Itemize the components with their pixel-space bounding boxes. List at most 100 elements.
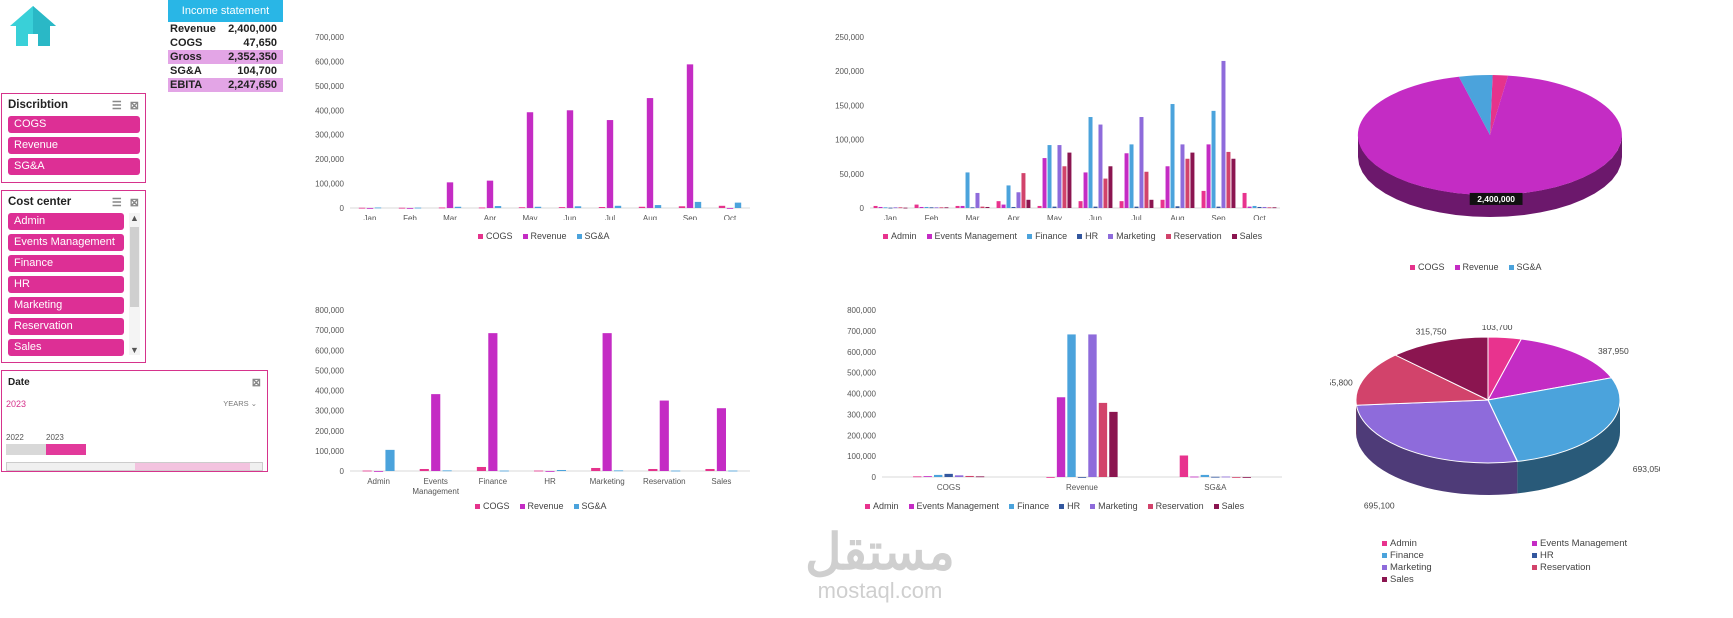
legend-item: Admin xyxy=(883,231,917,241)
x-tick-label: Revenue xyxy=(1066,483,1099,492)
x-tick-label: Jul xyxy=(1131,214,1141,220)
income-row-label: SG&A xyxy=(170,65,202,77)
bar xyxy=(893,207,898,209)
legend-label: Events Management xyxy=(916,501,1000,511)
timeline-year-label: 2023 xyxy=(46,433,64,442)
legend-swatch xyxy=(1231,233,1237,239)
x-tick-label: Apr xyxy=(484,214,497,220)
multi-select-icon[interactable]: ☰ xyxy=(111,196,122,209)
timeline-year-2023[interactable] xyxy=(46,444,86,455)
bar xyxy=(1057,145,1062,208)
bar xyxy=(1200,474,1210,477)
bar xyxy=(1242,192,1247,208)
x-tick-label: Reservation xyxy=(643,477,686,486)
legend-item: Events Management xyxy=(1532,538,1682,549)
bar xyxy=(873,205,878,208)
legend-label: HR xyxy=(1085,231,1099,241)
bar xyxy=(374,207,382,209)
bar xyxy=(1179,455,1189,477)
bar xyxy=(446,182,454,208)
scroll-up-icon[interactable]: ▲ xyxy=(130,213,139,223)
legend-item: Reservation xyxy=(1165,231,1222,241)
clear-filter-icon[interactable]: ⊠ xyxy=(129,196,139,209)
income-row: Gross 2,352,350 xyxy=(168,50,283,64)
y-tick-label: 150,000 xyxy=(835,101,864,110)
bar xyxy=(406,208,414,209)
bar xyxy=(366,208,374,209)
bar xyxy=(431,394,441,471)
slicer-item[interactable]: SG&A xyxy=(8,158,140,175)
legend-swatch xyxy=(1454,264,1460,270)
timeline-year-2022[interactable] xyxy=(6,444,46,455)
data-label: 103,700 xyxy=(1482,325,1513,332)
bar xyxy=(476,466,486,471)
x-tick-label: Jan xyxy=(364,214,377,220)
slicer-item[interactable]: COGS xyxy=(8,116,140,133)
slicer-item[interactable]: Events Management xyxy=(8,234,124,251)
bar xyxy=(1134,206,1139,208)
clear-filter-icon[interactable]: ⊠ xyxy=(251,376,261,389)
bar xyxy=(1103,178,1108,208)
slicer-item[interactable]: HR xyxy=(8,276,124,293)
timeline-scroll-thumb[interactable] xyxy=(135,463,250,470)
income-row-value: 2,400,000 xyxy=(228,23,277,35)
bar xyxy=(638,206,646,208)
bar xyxy=(1077,477,1087,478)
bar xyxy=(614,205,622,208)
slicer-item[interactable]: Finance xyxy=(8,255,124,272)
legend-item: Sales xyxy=(1382,574,1532,585)
legend-label: Admin xyxy=(873,501,899,511)
y-tick-label: 600,000 xyxy=(315,57,344,66)
slicer-item[interactable]: Marketing xyxy=(8,297,124,314)
slicer-item[interactable]: Sales xyxy=(8,339,124,356)
legend-swatch xyxy=(1090,503,1096,509)
home-icon[interactable] xyxy=(8,4,58,48)
legend-swatch xyxy=(926,233,932,239)
x-tick-label: May xyxy=(522,214,537,220)
multi-select-icon[interactable]: ☰ xyxy=(111,99,122,112)
slicer-item[interactable]: Revenue xyxy=(8,137,140,154)
legend-item: HR xyxy=(1059,501,1080,511)
x-tick-label: May xyxy=(1047,214,1062,220)
y-tick-label: 0 xyxy=(872,473,877,482)
pie-slice-side xyxy=(1356,405,1518,495)
bar xyxy=(1226,151,1231,208)
x-tick-label: Aug xyxy=(1170,214,1184,220)
bar xyxy=(903,207,908,209)
x-tick-label: Sep xyxy=(1211,214,1226,220)
bar xyxy=(1016,192,1021,208)
bar xyxy=(914,204,919,208)
bar xyxy=(1144,171,1149,208)
legend-item: Revenue xyxy=(1454,262,1499,272)
slicer-item[interactable]: Admin xyxy=(8,213,124,230)
income-row-label: EBITA xyxy=(170,79,203,91)
bar xyxy=(1067,152,1072,208)
clear-filter-icon[interactable]: ⊠ xyxy=(129,99,139,112)
y-tick-label: 400,000 xyxy=(315,106,344,115)
slicer-scrollbar[interactable]: ▲ ▼ xyxy=(129,213,140,355)
legend-item: Events Management xyxy=(926,231,1017,241)
scroll-thumb[interactable] xyxy=(130,227,139,307)
bar xyxy=(1108,166,1113,208)
x-tick-label: Oct xyxy=(1253,214,1266,220)
bar xyxy=(1001,204,1006,208)
bar xyxy=(1042,158,1047,208)
timeline-scrollbar[interactable] xyxy=(6,462,263,471)
x-tick-label: Apr xyxy=(1007,214,1020,220)
bar xyxy=(454,206,462,208)
bar xyxy=(526,112,534,208)
timeline-level-dropdown[interactable]: YEARS ⌄ xyxy=(223,399,257,408)
legend-item: Revenue xyxy=(522,231,567,241)
legend-label: COGS xyxy=(1418,262,1445,272)
data-label: 2,400,000 xyxy=(1469,192,1523,205)
bar xyxy=(965,475,974,477)
bar xyxy=(1088,334,1097,477)
y-tick-label: 500,000 xyxy=(315,366,344,375)
slicer-item[interactable]: Reservation xyxy=(8,318,124,335)
scroll-down-icon[interactable]: ▼ xyxy=(130,345,139,355)
bar xyxy=(1098,402,1108,477)
legend-item: Sales xyxy=(1213,501,1244,511)
x-tick-label: Finance xyxy=(479,477,508,486)
legend-label: Finance xyxy=(1035,231,1068,241)
bar xyxy=(419,468,429,471)
